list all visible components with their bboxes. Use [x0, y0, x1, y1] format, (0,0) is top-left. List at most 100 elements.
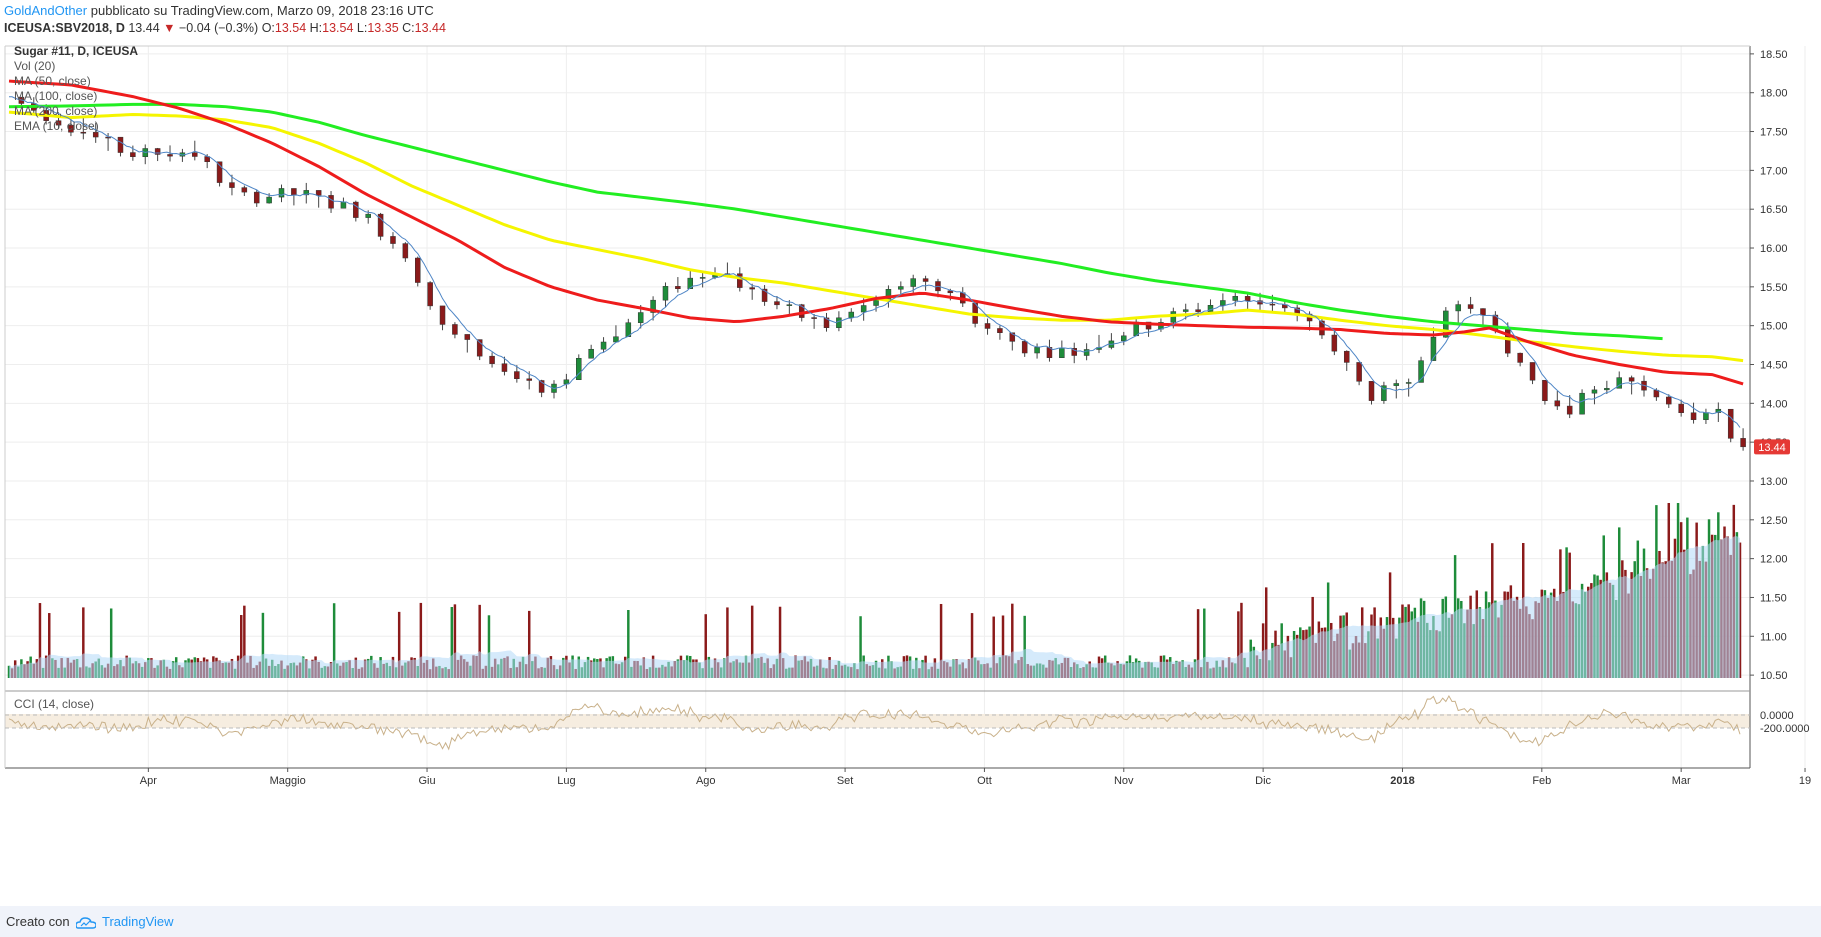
candle-body	[278, 188, 285, 198]
volume-bar	[48, 613, 51, 678]
candle-body	[1034, 347, 1040, 354]
candle-body	[452, 324, 458, 335]
time-tick-label: Dic	[1255, 775, 1271, 787]
candle-body	[1021, 341, 1028, 354]
ema-line	[8, 96, 1741, 428]
candle-body	[1628, 377, 1635, 382]
volume-bar	[109, 608, 113, 678]
low-value: 13.35	[367, 21, 399, 35]
tradingview-link[interactable]: TradingView	[76, 914, 174, 929]
symbol-label: ICEUSA:SBV2018, D	[4, 21, 125, 35]
high-label: H:	[309, 21, 323, 35]
candle-body	[291, 188, 297, 196]
candle-body	[774, 301, 780, 306]
candle-body	[1604, 388, 1610, 391]
open-label: O:	[261, 21, 275, 35]
price-tick-label: 15.00	[1760, 321, 1788, 333]
candle-body	[1666, 396, 1672, 405]
time-tick-label: Apr	[140, 775, 157, 787]
candle-body	[1009, 332, 1016, 342]
candle-body	[836, 317, 842, 328]
candle-body	[1430, 336, 1437, 361]
price-tick-label: 18.50	[1760, 49, 1788, 61]
price-tick-label: 14.50	[1760, 360, 1788, 372]
ma200-line	[8, 102, 1663, 341]
volume-bar	[240, 615, 243, 678]
candle-body	[1381, 385, 1387, 401]
candle-body	[1356, 362, 1362, 382]
volume-bar	[750, 605, 754, 678]
candle-body	[1542, 379, 1548, 401]
legend-ma100: MA (100, close)	[14, 89, 97, 103]
candle-body	[241, 187, 248, 193]
price-tick-label: 14.00	[1760, 398, 1788, 410]
candle-body	[154, 148, 161, 155]
candle-body	[662, 286, 669, 301]
tradingview-cloud-icon	[76, 916, 96, 929]
candle-body	[1405, 382, 1412, 384]
candle-body	[984, 323, 991, 329]
volume-bar	[243, 605, 246, 678]
candle-body	[167, 154, 173, 157]
price-tick-label: 10.50	[1760, 670, 1788, 682]
candle-body	[1480, 308, 1486, 316]
candle-body	[365, 213, 371, 218]
legend-cci: CCI (14, close)	[14, 697, 94, 711]
close-value: 13.44	[414, 21, 446, 35]
candle-body	[786, 304, 793, 306]
price-chart[interactable]: 18.50 18.00 17.50 17.00 16.50 16.00 15.50 15.00…	[0, 38, 1821, 906]
created-with-label: Creato con	[6, 914, 70, 929]
candle-body	[501, 363, 508, 372]
candle-body	[476, 339, 483, 357]
candle-body	[1529, 362, 1536, 381]
volume-bar	[453, 604, 457, 678]
time-tick-label: Feb	[1532, 775, 1551, 787]
candle-body	[464, 334, 471, 340]
volume-bar	[261, 612, 265, 678]
candle-body	[80, 131, 87, 134]
volume-bar	[487, 615, 491, 678]
volume-bar	[992, 616, 995, 678]
candle-body	[1195, 309, 1201, 312]
volume-bar	[478, 604, 481, 678]
time-tick-label: Nov	[1114, 775, 1134, 787]
price-tick-label: 17.00	[1760, 165, 1788, 177]
legend-title: Sugar #11, D, ICEUSA	[14, 44, 138, 58]
volume-bar	[450, 607, 454, 678]
volume-bar	[939, 603, 943, 678]
volume-bar	[859, 616, 862, 678]
close-label: C:	[402, 21, 415, 35]
price-tick-label: 16.00	[1760, 243, 1788, 255]
price-tick-label: 15.50	[1760, 282, 1788, 294]
time-tick-label: Giu	[418, 775, 435, 787]
open-value: 13.54	[274, 21, 307, 35]
time-tick-label: 2018	[1390, 775, 1414, 787]
price-tick-label: 12.00	[1760, 554, 1788, 566]
candle-body	[1715, 408, 1722, 413]
volume-bar	[1196, 609, 1200, 678]
time-tick-label: Ott	[977, 775, 992, 787]
time-tick-label: 19	[1799, 775, 1811, 787]
candle-body	[1083, 349, 1090, 356]
low-label: L:	[356, 21, 368, 35]
candle-body	[1740, 438, 1746, 448]
candle-body	[1071, 348, 1077, 356]
volume-bar	[419, 602, 423, 678]
volume-bar	[332, 603, 336, 678]
candle-body	[1727, 408, 1734, 439]
cci-tick-label: 0.0000	[1760, 710, 1794, 722]
candle-body	[489, 355, 495, 364]
candle-body	[55, 120, 62, 126]
candle-body	[811, 317, 817, 319]
price-tick-label: 12.50	[1760, 515, 1788, 527]
author-link[interactable]: GoldAndOther	[4, 3, 88, 18]
candle-body	[848, 311, 855, 319]
candle-body	[823, 317, 830, 328]
candle-body	[997, 328, 1003, 333]
candle-body	[328, 195, 334, 209]
candle-body	[130, 152, 136, 157]
indicator-legend: Sugar #11, D, ICEUSA Vol (20) MA (50, cl…	[14, 44, 138, 711]
candle-body	[749, 287, 755, 290]
candle-body	[588, 348, 594, 359]
publish-line: GoldAndOther pubblicato su TradingView.c…	[4, 3, 434, 18]
